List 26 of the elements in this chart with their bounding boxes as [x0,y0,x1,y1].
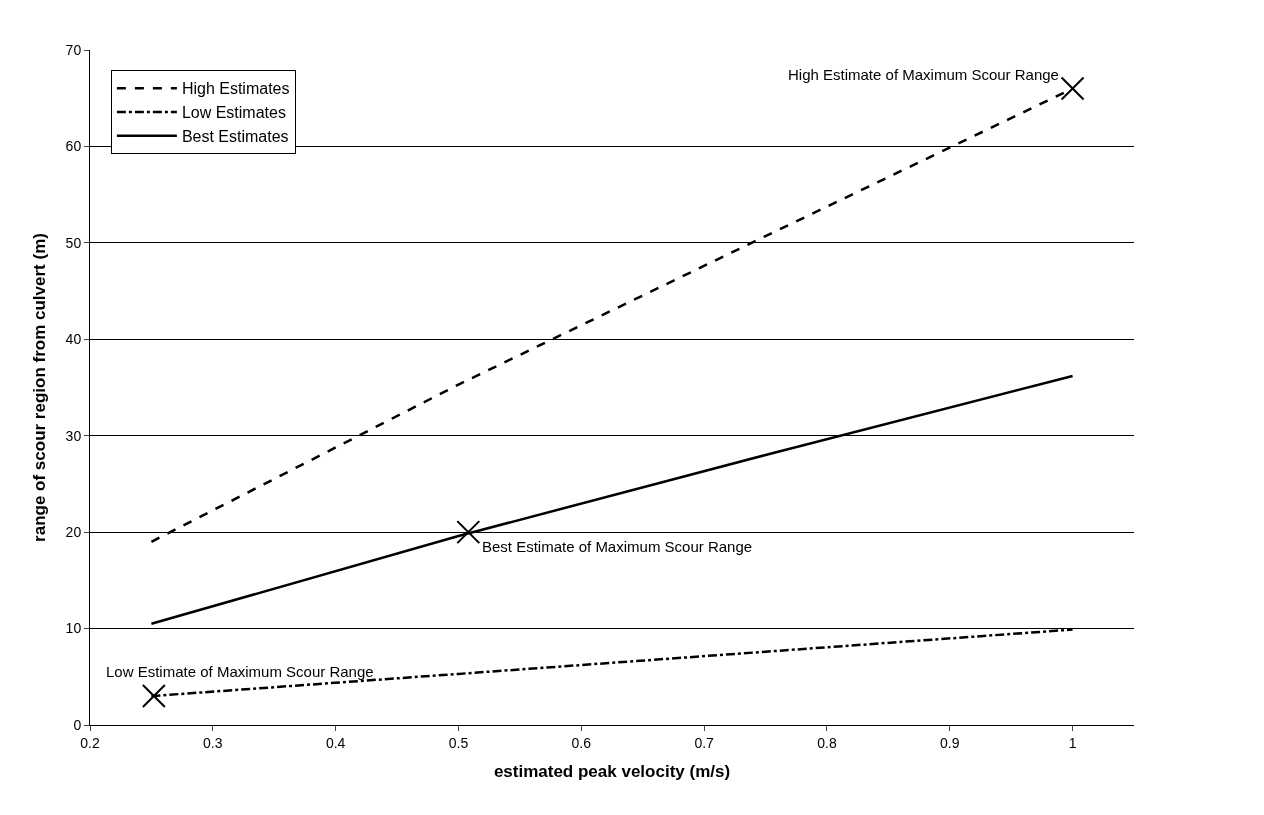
legend-label: Best Estimates [181,127,289,145]
y-tick-label: 50 [65,234,82,251]
y-tick-label: 10 [65,620,82,637]
annotation: Best Estimate of Maximum Scour Range [482,538,753,555]
x-tick-label: 0.5 [448,734,469,751]
x-tick-label: 0.7 [694,734,715,751]
y-tick-label: 70 [65,41,82,58]
x-tick-label: 0.6 [571,734,592,751]
y-tick-label: 0 [73,716,82,733]
x-tick-label: 0.3 [203,734,223,751]
y-tick-label: 30 [65,427,82,444]
y-tick-label: 20 [65,524,82,541]
x-tick-label: 0.9 [940,734,960,751]
x-tick-label: 0.4 [325,734,346,751]
annotation: Low Estimate of Maximum Scour Range [106,663,374,680]
x-tick-label: 0.2 [80,734,100,751]
x-tick-label: 0.8 [817,734,837,751]
y-axis-title: range of scour region from culvert (m) [30,233,50,542]
annotation: High Estimate of Maximum Scour Range [788,66,1059,83]
point [456,520,481,545]
legend-label: Low Estimates [181,104,286,122]
y-tick-label: 60 [65,138,82,155]
y-tick-label: 40 [65,331,82,348]
x-axis-title: estimated peak velocity (m/s) [493,762,731,782]
legend-label: High Estimates [181,80,290,98]
x-tick-label: 1 [1068,734,1077,751]
